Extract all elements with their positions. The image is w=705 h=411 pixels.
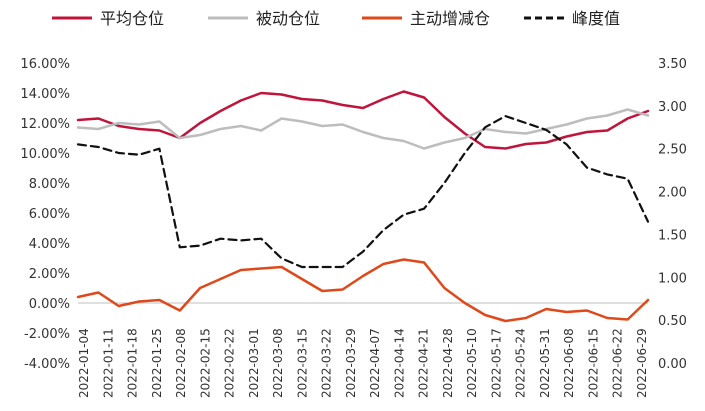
- x-tick-label: 2022-03-29: [344, 328, 358, 398]
- x-tick-label: 2022-03-15: [295, 328, 309, 398]
- x-tick-label: 2022-06-22: [611, 328, 625, 398]
- x-tick-label: 2022-06-29: [635, 328, 649, 398]
- x-tick-label: 2022-04-14: [392, 328, 406, 398]
- legend: 平均仓位 被动仓位 主动增减仓 峰度值: [52, 9, 620, 28]
- left-tick-label: 6.00%: [29, 207, 70, 222]
- left-tick-label: -2.00%: [24, 327, 70, 342]
- right-tick-label: 1.00: [658, 271, 687, 286]
- left-tick-label: 16.00%: [20, 57, 70, 72]
- left-axis: -4.00% -2.00% 0.00% 2.00% 4.00% 6.00% 8.00% 10.…: [20, 57, 70, 372]
- x-tick-label: 2022-03-08: [271, 328, 285, 398]
- right-tick-label: 3.50: [658, 57, 687, 72]
- x-tick-label: 2022-05-10: [465, 328, 479, 398]
- series-line: [76, 90, 650, 150]
- plot-lines: [76, 90, 650, 323]
- right-tick-label: 2.50: [658, 143, 687, 158]
- legend-label: 平均仓位: [100, 9, 164, 28]
- legend-label: 被动仓位: [256, 9, 320, 28]
- x-tick-label: 2022-02-08: [174, 328, 188, 398]
- x-tick-label: 2022-03-01: [247, 328, 261, 398]
- x-tick-label: 2022-01-04: [77, 328, 91, 398]
- x-tick-label: 2022-06-15: [586, 328, 600, 398]
- right-tick-label: 0.00: [658, 357, 687, 372]
- legend-label: 峰度值: [572, 9, 620, 28]
- left-tick-label: -4.00%: [24, 357, 70, 372]
- left-tick-label: 12.00%: [20, 117, 70, 132]
- legend-label: 主动增减仓: [410, 9, 490, 28]
- series-line: [76, 108, 650, 150]
- x-tick-label: 2022-02-22: [223, 328, 237, 398]
- left-tick-label: 2.00%: [29, 267, 70, 282]
- right-tick-label: 0.50: [658, 314, 687, 329]
- x-tick-label: 2022-06-08: [562, 328, 576, 398]
- x-tick-label: 2022-05-31: [538, 328, 552, 398]
- left-tick-label: 10.00%: [20, 147, 70, 162]
- x-tick-label: 2022-01-18: [126, 328, 140, 398]
- x-tick-label: 2022-03-22: [320, 328, 334, 398]
- series-line: [76, 258, 650, 323]
- x-axis: 2022-01-04 2022-01-11 2022-01-18 2022-01-25…: [77, 302, 649, 398]
- left-tick-label: 14.00%: [20, 87, 70, 102]
- left-tick-label: 0.00%: [29, 297, 70, 312]
- right-axis: 0.00 0.50 1.00 1.50 2.00 2.50 3.00 3.50: [658, 57, 687, 372]
- right-tick-label: 1.50: [658, 228, 687, 243]
- x-tick-label: 2022-04-07: [368, 328, 382, 398]
- x-tick-label: 2022-04-21: [417, 328, 431, 398]
- x-tick-label: 2022-01-25: [150, 328, 164, 398]
- left-tick-label: 8.00%: [29, 177, 70, 192]
- x-tick-label: 2022-04-28: [441, 328, 455, 398]
- right-tick-label: 2.00: [658, 186, 687, 201]
- x-tick-label: 2022-05-24: [514, 328, 528, 398]
- left-tick-label: 4.00%: [29, 237, 70, 252]
- series-line: [76, 114, 650, 269]
- x-tick-label: 2022-01-11: [101, 328, 115, 398]
- right-tick-label: 3.00: [658, 100, 687, 115]
- x-tick-label: 2022-05-17: [489, 328, 503, 398]
- x-tick-label: 2022-02-15: [198, 328, 212, 398]
